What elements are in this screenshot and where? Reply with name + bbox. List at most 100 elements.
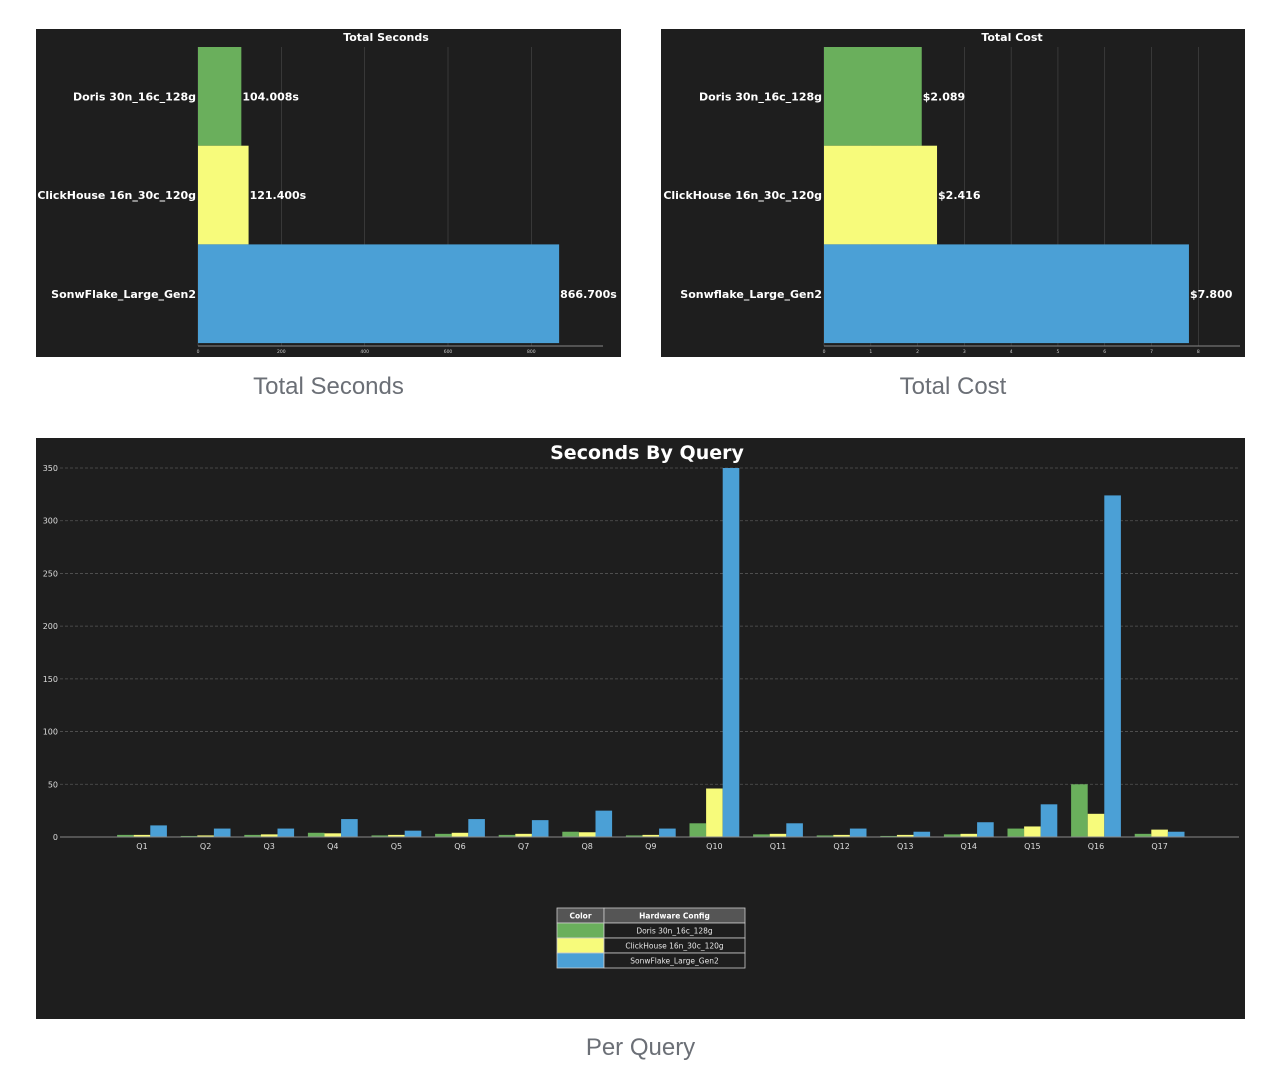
bar [150, 825, 167, 837]
bar [706, 788, 723, 837]
seconds-by-query-panel: 0 50 100 150 200 250 300 350 Q1 Q2 Q3 Q4 Q5 Q6 Q7 Q8 Q9 Q… [36, 438, 1245, 1019]
category-label: SonwFlake_Large_Gen2 [51, 288, 196, 301]
y-tick-label: 250 [43, 569, 58, 578]
x-tick-label: Q11 [770, 842, 786, 851]
total-seconds-panel: 0 200 400 600 800 Doris 30n_16c_128g 104.008s C… [36, 29, 621, 357]
per-query-caption: Per Query [585, 1034, 696, 1061]
bar [689, 823, 707, 837]
x-tick-label: Q6 [454, 842, 465, 851]
data-label: 104.008s [242, 90, 299, 103]
bar [786, 823, 803, 837]
category-label: Sonwflake_Large_Gen2 [680, 288, 822, 301]
bar [722, 468, 740, 837]
bar [578, 832, 596, 837]
bar [198, 47, 242, 146]
y-tick-label: 0 [53, 833, 58, 842]
legend-label: ClickHouse 16n_30c_120g [625, 942, 724, 951]
x-tick-label: 1 [869, 349, 872, 355]
x-tick-label: Q1 [136, 842, 147, 851]
legend-label-cell [603, 952, 746, 969]
bar [117, 834, 134, 837]
bar [943, 834, 961, 837]
bar [277, 828, 295, 837]
bar [531, 820, 549, 837]
x-tick-label: 400 [360, 349, 369, 355]
category-label: Doris 30n_16c_128g [73, 90, 196, 103]
data-label: $2.416 [938, 189, 981, 202]
bar [824, 145, 938, 245]
bar [213, 828, 231, 837]
x-tick-label: Q9 [645, 842, 656, 851]
bar [659, 828, 676, 837]
bar [1087, 813, 1105, 837]
x-tick-label: Q2 [200, 842, 211, 851]
bar [913, 831, 931, 837]
chart-title: Total Seconds [343, 31, 429, 44]
bar [1071, 784, 1088, 837]
x-tick-label: Q10 [706, 842, 722, 851]
x-tick-label: Q16 [1088, 842, 1104, 851]
bar [244, 834, 261, 837]
x-tick-label: Q7 [518, 842, 529, 851]
x-tick-label: 200 [277, 349, 286, 355]
bar [341, 819, 358, 837]
total-cost-panel: 0 1 2 3 4 5 6 7 8 Doris 30n_16c_128g $2.089 ClickHo… [661, 29, 1245, 357]
bar [435, 833, 452, 837]
legend-label: SonwFlake_Large_Gen2 [630, 957, 719, 966]
bar [753, 834, 770, 837]
x-tick-label: Q3 [264, 842, 275, 851]
bar [260, 834, 278, 837]
x-tick-label: Q8 [582, 842, 593, 851]
x-tick-label: 8 [1197, 349, 1200, 355]
x-tick-label: Q5 [391, 842, 402, 851]
x-tick-label: Q12 [833, 842, 849, 851]
bar [1104, 495, 1121, 837]
bar [816, 835, 834, 837]
bar [307, 832, 325, 837]
bar [824, 47, 922, 146]
bar [849, 828, 867, 837]
data-label: $2.089 [923, 90, 965, 103]
bar [324, 833, 342, 837]
bar [896, 834, 914, 837]
bar [404, 830, 422, 837]
x-tick-label: 2 [916, 349, 919, 355]
bar [1040, 804, 1058, 837]
total-seconds-chart: 0 200 400 600 800 Doris 30n_16c_128g 104.008s C… [37, 31, 617, 355]
bar [625, 835, 643, 837]
legend-swatch [556, 937, 605, 954]
bar [133, 834, 151, 837]
bar [498, 834, 516, 837]
bar [197, 835, 214, 837]
y-tick-label: 100 [43, 728, 58, 737]
legend-label: Doris 30n_16c_128g [636, 927, 713, 936]
category-label: Doris 30n_16c_128g [699, 90, 822, 103]
seconds-by-query-chart: 0 50 100 150 200 250 300 350 Q1 Q2 Q3 Q4 Q5 Q6 Q7 Q8 Q9 Q… [43, 442, 1239, 969]
total-cost-chart: 0 1 2 3 4 5 6 7 8 Doris 30n_16c_128g $2.089 ClickHo… [663, 31, 1240, 355]
category-label: ClickHouse 16n_30c_120g [37, 189, 196, 202]
legend-swatch [556, 952, 605, 969]
x-tick-label: 600 [444, 349, 453, 355]
bar [642, 834, 660, 837]
bar [1134, 833, 1152, 837]
x-tick-label: Q15 [1024, 842, 1040, 851]
bar [1024, 826, 1041, 837]
category-label: ClickHouse 16n_30c_120g [663, 189, 822, 202]
x-tick-label: Q17 [1151, 842, 1167, 851]
bar [451, 832, 469, 837]
bar [562, 831, 579, 837]
legend-header: Hardware Config [639, 912, 710, 921]
x-tick-label: Q13 [897, 842, 913, 851]
bar [880, 835, 897, 837]
bar [198, 244, 560, 344]
data-label: 866.700s [560, 288, 617, 301]
bar [595, 810, 613, 837]
bar [977, 822, 994, 837]
x-tick-label: 3 [963, 349, 966, 355]
bar [1007, 828, 1025, 837]
y-tick-label: 200 [43, 622, 58, 631]
y-tick-label: 150 [43, 675, 58, 684]
chart-title: Total Cost [981, 31, 1042, 44]
y-tick-label: 300 [43, 517, 58, 526]
bar [515, 833, 532, 837]
